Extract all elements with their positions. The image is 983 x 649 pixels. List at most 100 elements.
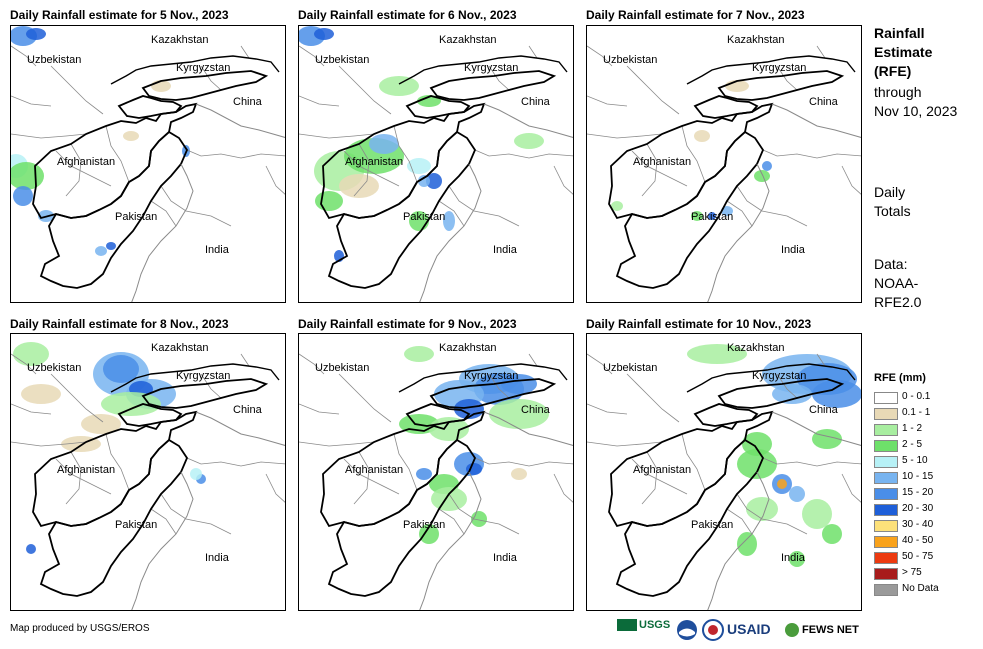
admin-boundary — [299, 403, 340, 415]
kyrgyzstan-border — [141, 70, 269, 101]
india-border — [419, 163, 482, 302]
country-label-afghanistan: Afghanistan — [633, 464, 692, 476]
country-label-uzbekistan: Uzbekistan — [603, 362, 658, 374]
admin-boundary — [736, 493, 808, 535]
through-date: through Nov 10, 2023 — [874, 83, 957, 121]
admin-boundary — [631, 150, 688, 187]
legend-swatch — [874, 568, 898, 580]
map-credit: Map produced by USGS/EROS — [10, 623, 150, 634]
admin-boundary — [186, 457, 285, 467]
admin-boundary — [587, 353, 613, 375]
india-border — [707, 471, 770, 610]
country-label-kyrgyzstan: Kyrgyzstan — [176, 62, 231, 74]
admin-boundary — [626, 373, 680, 423]
rainfall-map-svg — [299, 26, 573, 302]
legend-swatch — [874, 584, 898, 596]
admin-boundary — [299, 45, 325, 67]
legend-swatch — [874, 440, 898, 452]
admin-boundary — [448, 493, 520, 535]
admin-boundary — [200, 373, 222, 399]
rainfall-area — [123, 131, 139, 141]
country-label-india: India — [205, 244, 229, 256]
country-label-kyrgyzstan: Kyrgyzstan — [464, 62, 519, 74]
legend-label: 2 - 5 — [902, 439, 923, 450]
rainfall-area — [21, 384, 61, 404]
rainfall-area — [822, 524, 842, 544]
country-label-india: India — [493, 244, 517, 256]
legend-label: > 75 — [902, 567, 922, 578]
rainfall-area — [339, 174, 379, 198]
legend-swatch — [874, 424, 898, 436]
country-label-uzbekistan: Uzbekistan — [27, 54, 82, 66]
panel-title: Daily Rainfall estimate for 5 Nov., 2023 — [10, 8, 229, 22]
data-line: Data: — [874, 256, 908, 272]
country-label-kyrgyzstan: Kyrgyzstan — [176, 370, 231, 382]
country-label-kazakhstan: Kazakhstan — [439, 342, 497, 354]
country-label-china: China — [809, 96, 838, 108]
admin-boundary — [448, 185, 520, 227]
rainfall-map: Kazakhstan Uzbekistan Kyrgyzstan China Afgha… — [298, 25, 574, 303]
rainfall-area — [746, 497, 778, 521]
legend-label: 50 - 75 — [902, 551, 934, 562]
admin-boundary — [474, 149, 573, 159]
rainfall-map: Kazakhstan Uzbekistan Kyrgyzstan China Afgha… — [298, 333, 574, 611]
admin-boundary — [265, 165, 285, 195]
china-border — [771, 411, 861, 446]
admin-boundary — [762, 149, 861, 159]
admin-boundary — [11, 133, 87, 139]
india-border — [131, 471, 194, 610]
rainfall-area — [369, 134, 399, 154]
admin-boundary — [726, 508, 753, 535]
country-label-kazakhstan: Kazakhstan — [727, 342, 785, 354]
rainfall-area — [691, 211, 703, 221]
country-label-uzbekistan: Uzbekistan — [315, 54, 370, 66]
kazakhstan-border — [398, 55, 568, 85]
china-border — [483, 103, 573, 138]
admin-boundary — [681, 125, 706, 183]
admin-boundary — [353, 451, 370, 505]
india-border — [131, 163, 194, 302]
admin-boundary — [438, 200, 465, 227]
rainfall-area — [489, 399, 549, 429]
rainfall-area — [429, 417, 469, 441]
panel-title: Daily Rainfall estimate for 9 Nov., 2023 — [298, 317, 517, 331]
admin-boundary — [265, 473, 285, 503]
rainfall-map-svg — [587, 344, 861, 610]
rainfall-area — [466, 463, 482, 475]
data-source: Data: NOAA- RFE2.0 — [874, 255, 921, 312]
admin-boundary — [587, 95, 628, 107]
legend-title: RFE (mm) — [874, 372, 926, 384]
rainfall-area — [812, 429, 842, 449]
country-label-china: China — [809, 404, 838, 416]
country-label-china: China — [233, 404, 262, 416]
rfe-title-line: Estimate — [874, 44, 933, 60]
india-border — [707, 163, 770, 302]
admin-boundary — [65, 143, 82, 197]
kazakhstan-border — [110, 363, 280, 393]
data-line: NOAA- — [874, 275, 919, 291]
admin-boundary — [726, 200, 753, 227]
rainfall-area — [694, 130, 710, 142]
through-line: Nov 10, 2023 — [874, 103, 958, 119]
country-label-afghanistan: Afghanistan — [345, 156, 404, 168]
tajikistan-border — [117, 403, 183, 427]
admin-boundary — [762, 457, 861, 467]
rainfall-area — [762, 161, 772, 171]
rainfall-area — [315, 191, 343, 211]
admin-boundary — [587, 403, 628, 415]
admin-boundary — [641, 451, 658, 505]
usgs-logo-text: USGS — [639, 619, 671, 631]
china-border — [195, 103, 285, 138]
admin-boundary — [631, 458, 688, 495]
rainfall-area — [419, 524, 439, 544]
country-label-india: India — [781, 552, 805, 564]
admin-boundary — [11, 95, 52, 107]
country-label-uzbekistan: Uzbekistan — [27, 362, 82, 374]
rainfall-area — [11, 162, 44, 190]
nws-logo — [702, 619, 724, 644]
kyrgyzstan-border — [717, 378, 845, 409]
usgs-logo: USGS — [617, 619, 671, 632]
country-label-kazakhstan: Kazakhstan — [151, 34, 209, 46]
admin-boundary — [11, 403, 52, 415]
rainfall-area — [103, 355, 139, 383]
